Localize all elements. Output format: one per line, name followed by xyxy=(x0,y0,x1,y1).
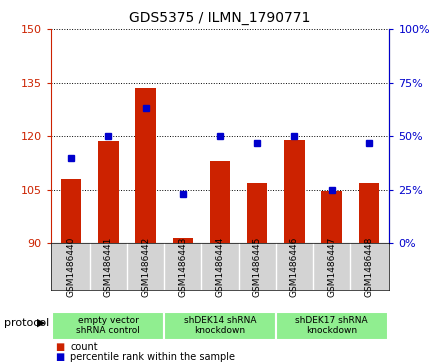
Bar xyxy=(247,183,268,243)
Text: protocol: protocol xyxy=(4,318,50,328)
Text: shDEK17 shRNA
knockdown: shDEK17 shRNA knockdown xyxy=(295,316,368,335)
Text: count: count xyxy=(70,342,98,352)
Text: GSM1486442: GSM1486442 xyxy=(141,237,150,297)
Text: GSM1486444: GSM1486444 xyxy=(216,237,224,297)
Text: percentile rank within the sample: percentile rank within the sample xyxy=(70,352,235,362)
Bar xyxy=(98,142,118,243)
Bar xyxy=(52,312,164,340)
Text: ▶: ▶ xyxy=(37,318,46,328)
Bar xyxy=(276,312,388,340)
Text: GSM1486441: GSM1486441 xyxy=(104,237,113,297)
Text: ■: ■ xyxy=(55,342,64,352)
Bar xyxy=(210,161,230,243)
Bar xyxy=(164,312,276,340)
Text: ■: ■ xyxy=(55,352,64,362)
Text: GSM1486447: GSM1486447 xyxy=(327,237,336,297)
Text: shDEK14 shRNA
knockdown: shDEK14 shRNA knockdown xyxy=(184,316,256,335)
Text: GSM1486440: GSM1486440 xyxy=(66,237,76,297)
Text: GSM1486448: GSM1486448 xyxy=(364,237,374,297)
Bar xyxy=(359,183,379,243)
Text: GSM1486443: GSM1486443 xyxy=(178,237,187,297)
Title: GDS5375 / ILMN_1790771: GDS5375 / ILMN_1790771 xyxy=(129,11,311,25)
Bar xyxy=(284,140,304,243)
Bar xyxy=(136,88,156,243)
Text: GSM1486445: GSM1486445 xyxy=(253,237,262,297)
Text: GSM1486446: GSM1486446 xyxy=(290,237,299,297)
Bar xyxy=(172,238,193,243)
Bar xyxy=(322,191,342,243)
Text: empty vector
shRNA control: empty vector shRNA control xyxy=(77,316,140,335)
Bar xyxy=(61,179,81,243)
